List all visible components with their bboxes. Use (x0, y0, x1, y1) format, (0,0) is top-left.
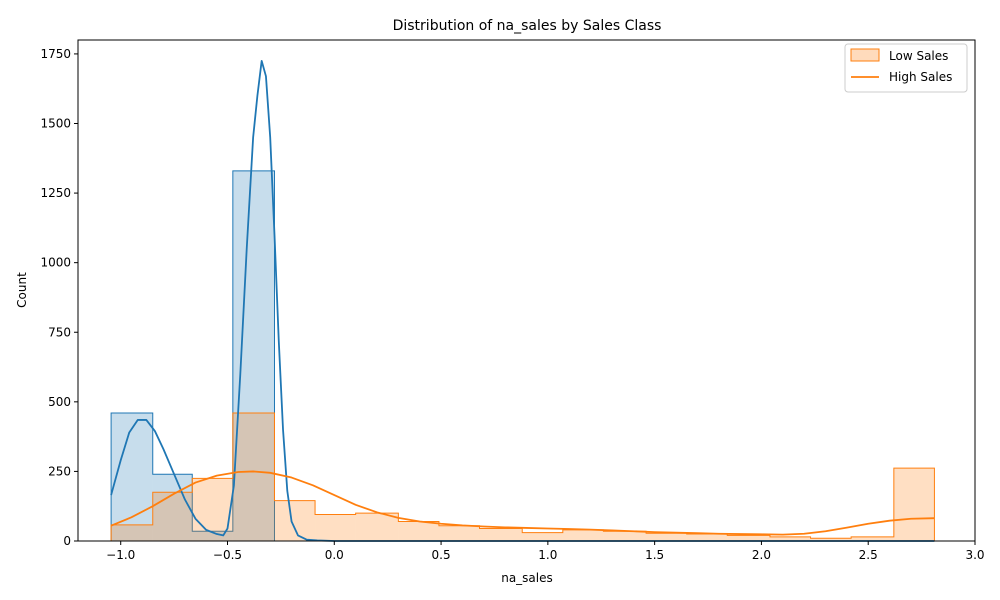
y-axis-label: Count (15, 272, 29, 308)
bar-orange-9 (479, 528, 523, 541)
plot-area (110, 59, 935, 542)
legend-swatch-low-sales (850, 48, 880, 62)
x-tick-label: −0.5 (213, 548, 242, 562)
x-tick-label: 1.0 (538, 548, 557, 562)
bar-orange-3 (232, 412, 275, 541)
bar-blue-0 (111, 412, 153, 541)
bar-orange-1 (152, 492, 193, 541)
x-tick-label: 3.0 (965, 548, 984, 562)
y-tick-label: 250 (48, 464, 71, 478)
bar-orange-14 (686, 534, 728, 541)
bar-orange-18 (851, 536, 894, 541)
bar-orange-19 (893, 468, 935, 541)
series-blue (110, 170, 935, 542)
y-tick-label: 1500 (40, 117, 71, 131)
x-tick-label: 1.5 (645, 548, 664, 562)
y-tick-label: 1000 (40, 256, 71, 270)
series-orange (110, 412, 935, 541)
bar-orange-4 (274, 500, 316, 541)
bar-orange-13 (646, 533, 687, 541)
axes-frame (77, 39, 976, 542)
bar-orange-8 (438, 525, 480, 541)
bar-orange-11 (562, 529, 604, 541)
x-tick-label: 2.5 (859, 548, 878, 562)
bar-orange-7 (398, 521, 439, 541)
bar-blue-3 (232, 170, 275, 542)
x-tick-label: 0.5 (432, 548, 451, 562)
x-tick-label: 2.0 (752, 548, 771, 562)
x-tick-label: 0.0 (325, 548, 344, 562)
y-tick-label: 1750 (40, 47, 71, 61)
y-tick-label: 750 (48, 325, 71, 339)
chart-title: Distribution of na_sales by Sales Class (393, 18, 662, 34)
bar-orange-10 (522, 532, 563, 541)
step-outline-orange (110, 412, 935, 541)
bar-orange-0 (111, 524, 153, 541)
legend-label-low-sales: Low Sales (889, 49, 948, 63)
y-tick-label: 1250 (40, 186, 71, 200)
bar-orange-6 (355, 513, 399, 541)
x-tick-label: −1.0 (106, 548, 135, 562)
bar-orange-16 (769, 536, 811, 541)
y-tick-label: 0 (63, 534, 71, 548)
step-outline-blue (110, 170, 935, 542)
legend-label-high-sales: High Sales (889, 70, 952, 84)
bar-orange-15 (727, 535, 770, 541)
bar-blue-1 (152, 474, 193, 541)
bar-blue-2 (192, 531, 233, 541)
y-tick-label: 500 (48, 395, 71, 409)
kde-line-orange (110, 470, 935, 536)
bar-orange-5 (315, 514, 356, 541)
legend-frame (844, 43, 968, 93)
bar-orange-12 (603, 531, 647, 541)
legend: Low Sales High Sales (844, 43, 968, 93)
bar-orange-17 (810, 538, 852, 541)
x-axis-label: na_sales (501, 571, 553, 585)
